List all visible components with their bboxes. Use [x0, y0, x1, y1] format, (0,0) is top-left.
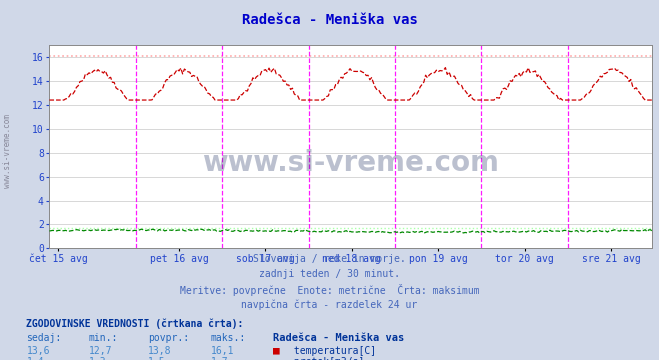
- Text: ZGODOVINSKE VREDNOSTI (črtkana črta):: ZGODOVINSKE VREDNOSTI (črtkana črta):: [26, 319, 244, 329]
- Text: temperatura[C]: temperatura[C]: [288, 346, 376, 356]
- Text: 1,7: 1,7: [211, 357, 229, 360]
- Text: 12,7: 12,7: [89, 346, 113, 356]
- Text: pretok[m3/s]: pretok[m3/s]: [288, 357, 364, 360]
- Text: Radešca - Meniška vas: Radešca - Meniška vas: [273, 333, 405, 343]
- Text: ■: ■: [273, 357, 280, 360]
- Text: 13,6: 13,6: [26, 346, 50, 356]
- Text: 16,1: 16,1: [211, 346, 235, 356]
- Text: Slovenija / reke in morje.: Slovenija / reke in morje.: [253, 254, 406, 264]
- Text: navpična črta - razdelek 24 ur: navpična črta - razdelek 24 ur: [241, 299, 418, 310]
- Text: maks.:: maks.:: [211, 333, 246, 343]
- Text: 13,8: 13,8: [148, 346, 172, 356]
- Text: Radešca - Meniška vas: Radešca - Meniška vas: [242, 13, 417, 27]
- Text: povpr.:: povpr.:: [148, 333, 189, 343]
- Text: www.si-vreme.com: www.si-vreme.com: [3, 114, 13, 188]
- Text: 1,3: 1,3: [89, 357, 107, 360]
- Text: 1,5: 1,5: [148, 357, 166, 360]
- Text: ■: ■: [273, 346, 280, 356]
- Text: 1,4: 1,4: [26, 357, 44, 360]
- Text: Meritve: povprečne  Enote: metrične  Črta: maksimum: Meritve: povprečne Enote: metrične Črta:…: [180, 284, 479, 296]
- Text: min.:: min.:: [89, 333, 119, 343]
- Text: zadnji teden / 30 minut.: zadnji teden / 30 minut.: [259, 269, 400, 279]
- Text: sedaj:: sedaj:: [26, 333, 61, 343]
- Text: www.si-vreme.com: www.si-vreme.com: [202, 149, 500, 177]
